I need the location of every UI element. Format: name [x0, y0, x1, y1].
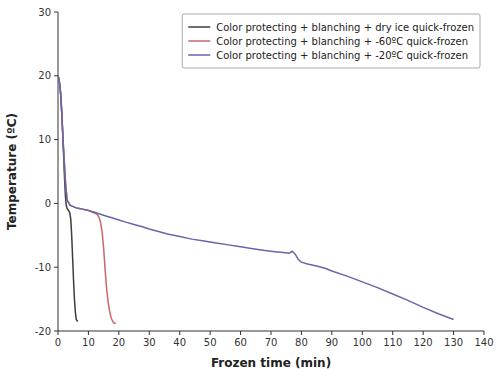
x-tick [453, 331, 454, 335]
x-tick-label: 40 [173, 337, 186, 348]
x-tick [240, 331, 241, 335]
y-tick-label: -10 [35, 262, 51, 273]
x-tick-label: 70 [265, 337, 278, 348]
x-tick [301, 331, 302, 335]
y-tick-label: 30 [38, 7, 51, 18]
legend-box [182, 14, 480, 68]
x-tick-label: 140 [474, 337, 493, 348]
y-tick [54, 203, 58, 204]
x-tick-label: 100 [353, 337, 372, 348]
y-tick-label: 20 [38, 70, 51, 81]
legend-label: Color protecting + blanching + -60ºC qui… [216, 36, 468, 47]
x-tick [58, 331, 59, 335]
x-tick [271, 331, 272, 335]
x-axis-label: Frozen time (min) [211, 356, 331, 370]
x-tick-label: 130 [444, 337, 463, 348]
line-series [58, 76, 78, 322]
x-tick-label: 30 [143, 337, 156, 348]
x-tick [331, 331, 332, 335]
y-tick-label: 10 [38, 134, 51, 145]
x-tick-label: 120 [414, 337, 433, 348]
y-axis-label: Temperature (ºC) [5, 113, 19, 230]
legend: Color protecting + blanching + dry ice q… [182, 14, 480, 68]
legend-label: Color protecting + blanching + dry ice q… [216, 22, 474, 33]
x-tick [484, 331, 485, 335]
x-tick-label: 10 [82, 337, 95, 348]
chart: 0102030405060708090100110120130140-20-10… [0, 0, 500, 377]
y-tick [54, 12, 58, 13]
legend-label: Color protecting + blanching + -20ºC qui… [216, 50, 468, 61]
y-tick [54, 331, 58, 332]
line-series [58, 76, 454, 320]
y-tick [54, 139, 58, 140]
x-tick [88, 331, 89, 335]
x-tick-label: 50 [204, 337, 217, 348]
x-tick [210, 331, 211, 335]
x-tick-label: 20 [112, 337, 125, 348]
legend-swatch [188, 26, 210, 28]
y-tick-label: -20 [35, 326, 51, 337]
x-tick [423, 331, 424, 335]
x-tick-label: 110 [383, 337, 402, 348]
y-tick [54, 75, 58, 76]
axes: 0102030405060708090100110120130140-20-10… [35, 7, 494, 349]
legend-swatch [188, 54, 210, 56]
x-tick-label: 80 [295, 337, 308, 348]
x-tick-label: 60 [234, 337, 247, 348]
y-tick-label: 0 [45, 198, 51, 209]
x-tick [179, 331, 180, 335]
plot-area [58, 76, 454, 324]
x-tick [392, 331, 393, 335]
x-tick-label: 0 [55, 337, 61, 348]
x-tick-label: 90 [325, 337, 338, 348]
y-tick [54, 267, 58, 268]
x-tick [149, 331, 150, 335]
x-tick [118, 331, 119, 335]
legend-swatch [188, 40, 210, 42]
y-axis-line [58, 12, 59, 331]
x-tick [362, 331, 363, 335]
